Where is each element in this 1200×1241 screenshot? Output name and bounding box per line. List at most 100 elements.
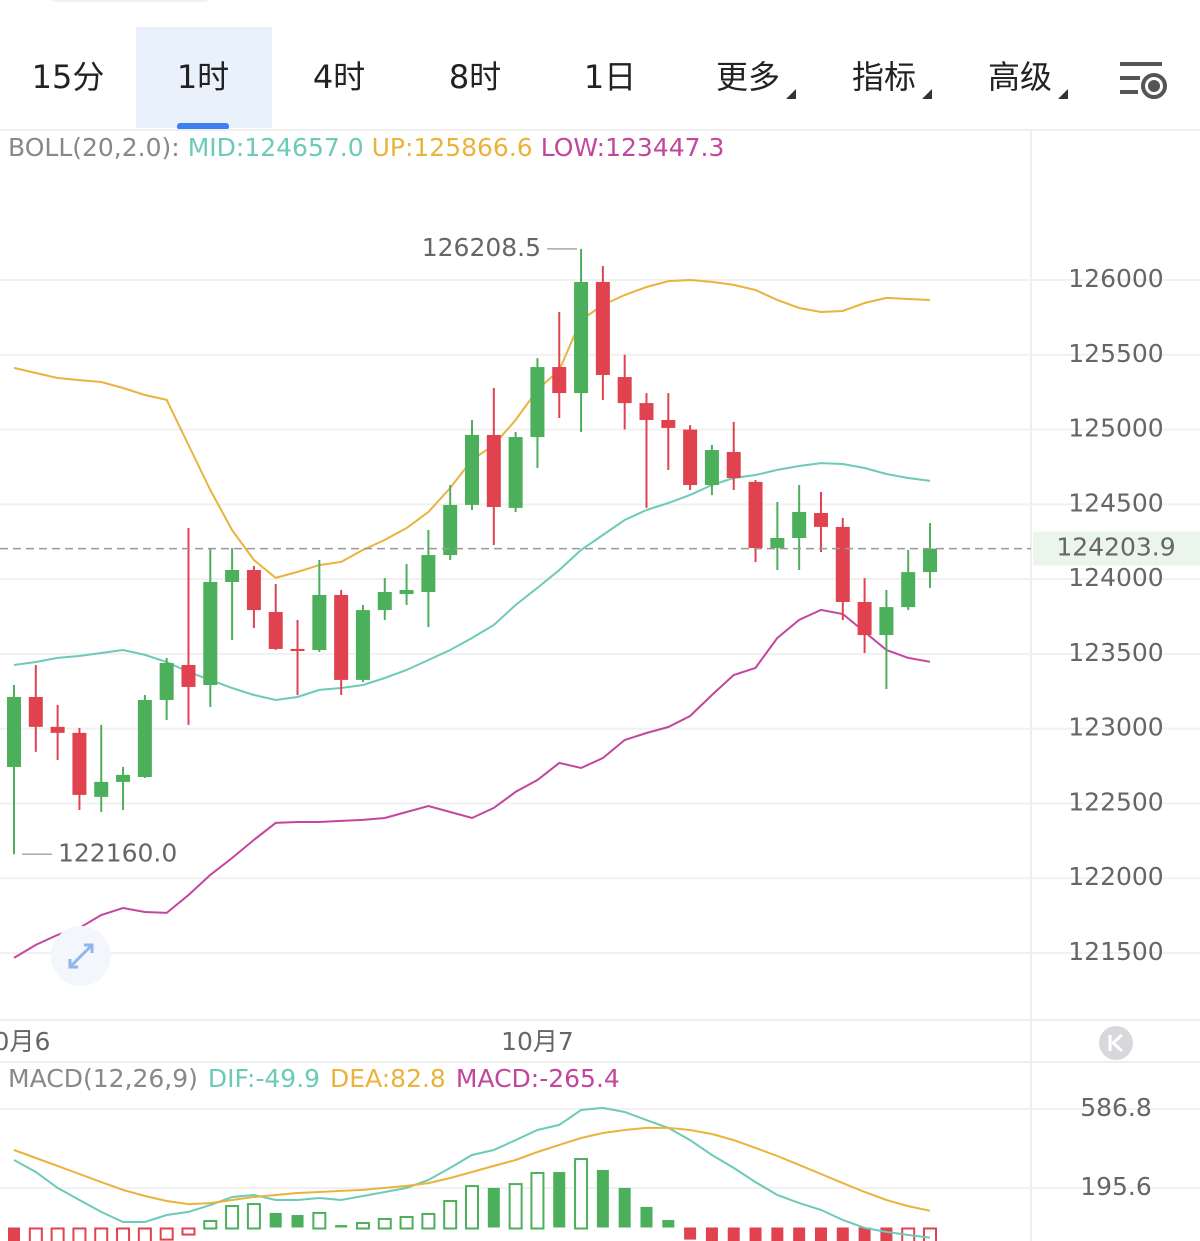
y-tick-label: 195.6 (1080, 1172, 1152, 1201)
macd-bar (771, 1227, 784, 1241)
candle-body (7, 696, 21, 767)
candle-body (508, 437, 523, 508)
macd-bar (574, 1158, 589, 1230)
candle-body (486, 434, 501, 508)
x-tick-label: 10月7 (501, 1027, 574, 1056)
legend: BOLL(20,2.0): MID:124657.0 UP:125866.6 LOW:… (8, 133, 724, 162)
macd-bar (684, 1227, 697, 1240)
candle-body (290, 648, 305, 652)
macd-bar (858, 1227, 871, 1241)
candle-body (443, 504, 458, 556)
macd-bar (727, 1227, 740, 1241)
candle-body (595, 281, 610, 375)
candle-body (683, 429, 698, 486)
indicator-line (13, 1106, 931, 1239)
last-price-bg (1033, 531, 1200, 566)
candle-body (203, 581, 218, 685)
tab[interactable]: 4时 (313, 58, 365, 96)
candle-body (726, 451, 741, 479)
macd-bar (443, 1200, 458, 1230)
candle-body (552, 367, 567, 394)
tab[interactable]: 1时 (177, 58, 229, 96)
macd-bar (640, 1206, 653, 1228)
candle-body (813, 513, 828, 527)
macd-bar (377, 1218, 392, 1230)
candle-body (617, 377, 632, 404)
tab-indicator (177, 123, 229, 130)
macd-bar (203, 1220, 218, 1230)
y-tick-label: 121500 (1068, 937, 1163, 966)
macd-bar (880, 1227, 893, 1241)
macd-bar (399, 1215, 414, 1230)
candle-body (181, 664, 196, 687)
macd-bar (487, 1187, 500, 1228)
candle-body (159, 663, 174, 700)
legend-entry: DEA:82.8 (330, 1064, 446, 1093)
last-price-label: 124203.9 (1056, 533, 1175, 562)
tab[interactable]: 指标 (852, 58, 916, 96)
candle-body (28, 696, 43, 727)
annotation: 122160.0 (58, 838, 177, 867)
candle-body (268, 612, 283, 649)
y-tick-label: 123000 (1068, 713, 1163, 742)
y-tick-label: 124000 (1068, 563, 1163, 592)
macd-bar (553, 1171, 566, 1228)
candle-body (421, 555, 436, 592)
dropdown-triangle (922, 89, 932, 99)
settings-icon[interactable] (1120, 62, 1167, 99)
y-tick-label: 125000 (1068, 414, 1163, 443)
candle-body (661, 419, 676, 428)
candle-body (399, 590, 414, 595)
legend-entry: LOW:123447.3 (541, 133, 725, 162)
macd-bar (50, 1227, 65, 1241)
rewind-icon[interactable] (1099, 1026, 1133, 1060)
macd-bar (465, 1185, 480, 1230)
macd-bar (421, 1212, 436, 1230)
candle-body (465, 434, 480, 505)
annotation: 126208.5 (422, 233, 541, 262)
top-pill (51, 0, 209, 2)
macd-bar (814, 1227, 827, 1241)
legend-entry: UP:125866.6 (372, 133, 533, 162)
tab[interactable]: 1日 (584, 58, 636, 96)
candle-body (355, 610, 370, 680)
y-tick-label: 126000 (1068, 264, 1163, 293)
candle-body (901, 572, 916, 608)
candle-body (334, 594, 349, 680)
candle-body (857, 601, 872, 636)
macd-bar (749, 1227, 762, 1241)
candle-body (835, 526, 850, 602)
y-tick-label: 123500 (1068, 638, 1163, 667)
tab-highlight (136, 27, 272, 128)
macd-bar (137, 1227, 152, 1241)
x-tick-label: 10月6 (0, 1027, 50, 1056)
tab[interactable]: 更多 (716, 58, 780, 96)
macd-bar (705, 1227, 718, 1241)
candle-body (50, 726, 65, 733)
expand-icon[interactable] (51, 926, 111, 986)
legend-entry: DIF:-49.9 (208, 1064, 320, 1093)
candle-body (94, 781, 109, 797)
macd-bar (923, 1227, 938, 1241)
tab[interactable]: 高级 (988, 58, 1052, 96)
macd-bar (618, 1187, 631, 1228)
y-tick-label: 122000 (1068, 862, 1163, 891)
tab[interactable]: 8时 (449, 58, 501, 96)
macd-bar (116, 1227, 131, 1241)
tab[interactable]: 15分 (32, 58, 105, 96)
macd-bar (793, 1227, 806, 1241)
legend: MACD(12,26,9) DIF:-49.9 DEA:82.8 MACD:-265.… (8, 1064, 620, 1093)
macd-bar (94, 1227, 109, 1241)
y-tick-label: 122500 (1068, 787, 1163, 816)
indicator-line (13, 1126, 931, 1212)
candle-body (704, 450, 719, 486)
macd-bar (8, 1227, 20, 1241)
candle-body (377, 591, 392, 611)
macd-bar (72, 1227, 87, 1241)
candle-body (72, 732, 87, 795)
y-tick-label: 586.8 (1080, 1093, 1152, 1122)
candle-body (530, 367, 545, 438)
candle-body (225, 569, 240, 582)
